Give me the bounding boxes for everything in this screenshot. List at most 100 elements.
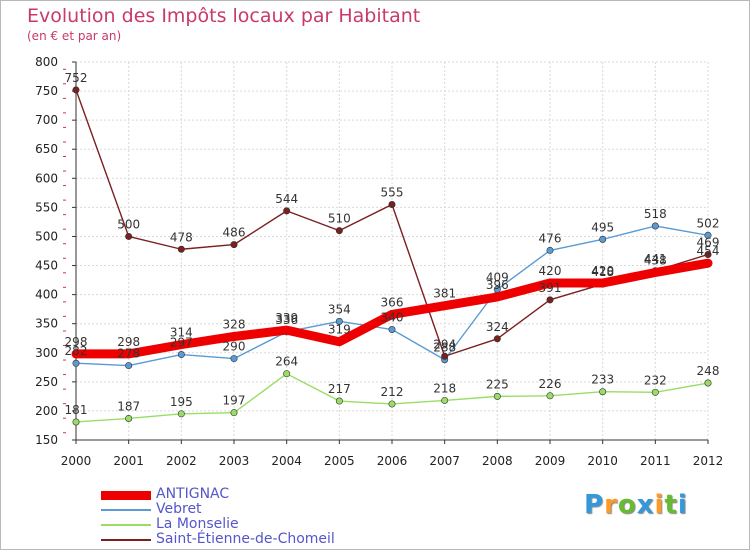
- y-tick-label: 150: [35, 433, 58, 447]
- data-label-vebret: 336: [275, 313, 298, 327]
- legend-label: ANTIGNAC: [156, 486, 230, 502]
- point-vebret: [704, 231, 712, 239]
- y-tick-label: 450: [35, 259, 58, 273]
- x-tick-label: 2010: [587, 454, 618, 468]
- y-tick-label: 300: [35, 346, 58, 360]
- data-label-vebret: 340: [381, 311, 404, 325]
- data-label-vebret: 290: [223, 340, 246, 354]
- x-tick-label: 2001: [113, 454, 144, 468]
- data-label-saint-etienne-de-chomeil: 294: [433, 337, 456, 351]
- data-label-la-monselie: 232: [644, 373, 667, 387]
- logo-letter: t: [664, 490, 678, 520]
- data-label-la-monselie: 225: [486, 377, 509, 391]
- chart-title: Evolution des Impôts locaux par Habitant: [27, 5, 421, 27]
- data-label-la-monselie: 248: [697, 364, 720, 378]
- y-tick-label: 500: [35, 229, 58, 243]
- data-label-vebret: 476: [539, 231, 562, 245]
- data-label-antignac: 454: [697, 244, 720, 258]
- data-label-la-monselie: 226: [539, 377, 562, 391]
- logo-letter: i: [654, 490, 665, 520]
- label-layer: 298 298 314 328 339 319 366 381 396 420 420 438 454 2…: [65, 71, 720, 417]
- data-label-saint-etienne-de-chomeil: 555: [381, 185, 404, 199]
- chart-subtitle: (en € et par an): [27, 29, 122, 43]
- point-saint-etienne-de-chomeil: [388, 200, 396, 208]
- point-vebret: [599, 235, 607, 243]
- proxiti-logo: Proxiti: [584, 490, 688, 520]
- point-la-monselie: [493, 392, 501, 400]
- data-label-saint-etienne-de-chomeil: 391: [539, 281, 562, 295]
- legend-label: La Monselie: [156, 516, 239, 532]
- point-saint-etienne-de-chomeil: [283, 207, 291, 215]
- data-label-vebret: 278: [117, 347, 140, 361]
- data-label-saint-etienne-de-chomeil: 752: [65, 71, 88, 85]
- point-la-monselie: [651, 388, 659, 396]
- point-vebret: [125, 362, 133, 370]
- point-vebret: [72, 359, 80, 367]
- point-la-monselie: [283, 370, 291, 378]
- legend-label: Saint-Étienne-de-Chomeil: [156, 531, 335, 547]
- data-label-la-monselie: 187: [117, 399, 140, 413]
- point-vebret: [546, 246, 554, 254]
- data-label-saint-etienne-de-chomeil: 418: [591, 265, 614, 279]
- x-tick-label: 2003: [219, 454, 250, 468]
- x-tick-label: 2000: [61, 454, 92, 468]
- y-tick-label: 600: [35, 171, 58, 185]
- data-label-antignac: 438: [644, 254, 667, 268]
- legend-label: Vebret: [156, 501, 202, 517]
- x-tick-label: 2011: [640, 454, 671, 468]
- y-tick-label: 200: [35, 404, 58, 418]
- point-saint-etienne-de-chomeil: [72, 86, 80, 94]
- data-label-la-monselie: 195: [170, 395, 193, 409]
- data-label-saint-etienne-de-chomeil: 510: [328, 212, 351, 226]
- x-tick-label: 2007: [429, 454, 460, 468]
- x-tick-label: 2005: [324, 454, 355, 468]
- data-label-antignac: 298: [65, 335, 88, 349]
- point-la-monselie: [441, 396, 449, 404]
- data-label-antignac: 328: [223, 317, 246, 331]
- data-label-vebret: 288: [433, 341, 456, 355]
- data-label-la-monselie: 264: [275, 355, 298, 369]
- y-tick-label: 700: [35, 113, 58, 127]
- data-label-la-monselie: 212: [381, 385, 404, 399]
- y-tick-label: 750: [35, 84, 58, 98]
- point-vebret: [230, 355, 238, 363]
- data-label-vebret: 297: [170, 336, 193, 350]
- data-label-vebret: 495: [591, 220, 614, 234]
- data-label-saint-etienne-de-chomeil: 441: [644, 252, 667, 266]
- logo-letter: r: [604, 490, 618, 520]
- point-saint-etienne-de-chomeil: [546, 296, 554, 304]
- legend-swatch: [101, 490, 151, 500]
- legend-swatch: [101, 539, 151, 541]
- data-label-antignac: 339: [275, 311, 298, 325]
- axis-layer: 150 200 250 300 350 400 450 500 550 600 650 700 750 8…: [35, 55, 723, 468]
- point-vebret: [177, 351, 185, 359]
- data-label-antignac: 366: [381, 295, 404, 309]
- y-tick-label: 800: [35, 55, 58, 69]
- point-vebret: [335, 317, 343, 325]
- data-label-la-monselie: 233: [591, 373, 614, 387]
- data-label-antignac: 381: [433, 287, 456, 301]
- legend-swatch: [101, 509, 151, 511]
- x-tick-label: 2004: [271, 454, 302, 468]
- data-label-antignac: 396: [486, 278, 509, 292]
- y-tick-label: 650: [35, 142, 58, 156]
- logo-letter: x: [636, 490, 655, 520]
- data-label-vebret: 502: [697, 216, 720, 230]
- y-tick-label: 550: [35, 200, 58, 214]
- data-label-vebret: 409: [486, 270, 509, 284]
- data-label-vebret: 354: [328, 302, 351, 316]
- data-label-vebret: 518: [644, 207, 667, 221]
- point-la-monselie: [599, 388, 607, 396]
- data-label-antignac: 420: [591, 264, 614, 278]
- data-label-antignac: 420: [539, 264, 562, 278]
- point-la-monselie: [335, 397, 343, 405]
- data-label-saint-etienne-de-chomeil: 500: [117, 217, 140, 231]
- y-tick-label: 400: [35, 288, 58, 302]
- logo-letter: P: [584, 490, 605, 520]
- series-line-antignac: [71, 258, 713, 359]
- point-la-monselie: [177, 410, 185, 418]
- data-label-saint-etienne-de-chomeil: 486: [223, 226, 246, 240]
- data-label-antignac: 319: [328, 323, 351, 337]
- data-label-saint-etienne-de-chomeil: 324: [486, 320, 509, 334]
